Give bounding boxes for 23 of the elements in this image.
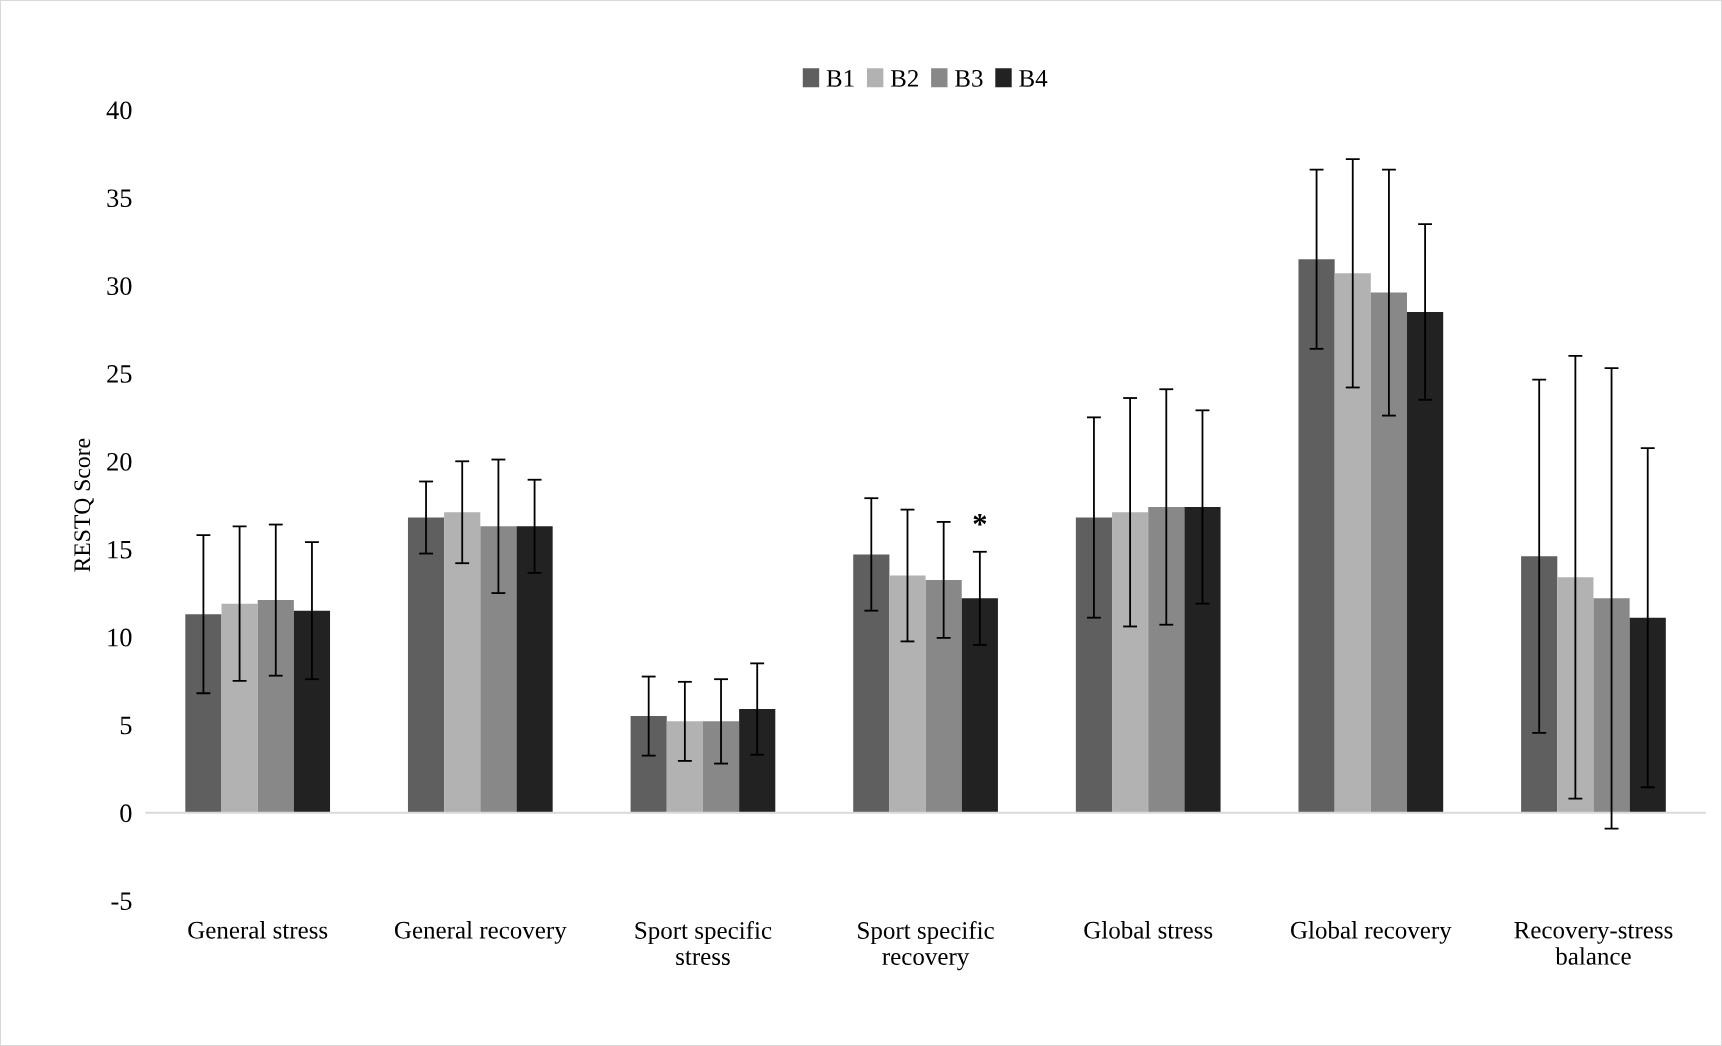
y-tick-label: 30 bbox=[107, 277, 132, 295]
y-tick-label: 35 bbox=[107, 189, 132, 208]
legend-label: B4 bbox=[1019, 70, 1048, 87]
y-tick-label: 25 bbox=[107, 365, 132, 383]
y-tick-label: 10 bbox=[108, 628, 132, 647]
y-tick-label: -5 bbox=[111, 892, 132, 911]
annotation: * bbox=[973, 514, 987, 526]
x-tick-label: General recovery bbox=[394, 921, 567, 944]
y-axis-title: RESTQ Score bbox=[74, 438, 94, 572]
x-tick-label: Sport specific recovery bbox=[858, 921, 994, 971]
y-tick-label: 0 bbox=[120, 804, 132, 823]
legend-label: B3 bbox=[955, 70, 983, 87]
y-tick-label: 5 bbox=[120, 716, 132, 735]
y-tick-label: 20 bbox=[107, 452, 132, 471]
x-tick-label: General stress bbox=[188, 921, 328, 939]
legend-label: B2 bbox=[890, 70, 918, 87]
x-tick-label: Recovery-stress balance bbox=[1514, 921, 1673, 965]
y-tick-label: 40 bbox=[106, 101, 132, 120]
x-tick-label: Global recovery bbox=[1291, 921, 1452, 944]
legend-label: B1 bbox=[826, 70, 854, 87]
x-tick-label: Sport specific stress bbox=[635, 921, 772, 966]
y-tick-label: 15 bbox=[108, 540, 132, 559]
x-tick-label: Global stress bbox=[1084, 921, 1213, 939]
